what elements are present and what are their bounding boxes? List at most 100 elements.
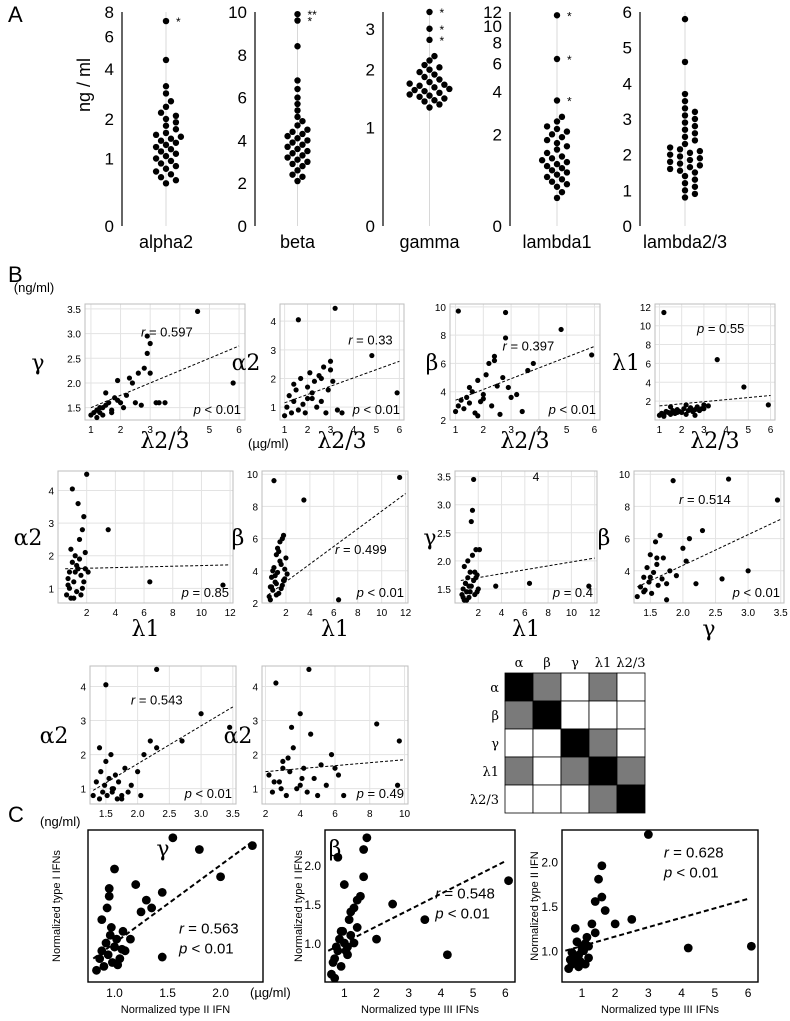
data-point bbox=[548, 167, 556, 174]
x-tick-label: 2 bbox=[475, 608, 481, 619]
data-point bbox=[162, 129, 170, 137]
data-point bbox=[125, 789, 131, 795]
data-point bbox=[548, 155, 556, 162]
y-tick-label: 3.0 bbox=[437, 501, 451, 512]
data-point bbox=[701, 402, 707, 408]
data-point bbox=[147, 903, 157, 913]
data-point bbox=[314, 404, 320, 410]
x-tick-label: 12 bbox=[225, 608, 237, 619]
data-point bbox=[369, 352, 375, 359]
y-tick-label: 8 bbox=[440, 331, 446, 342]
data-point bbox=[227, 724, 233, 730]
data-point bbox=[519, 408, 525, 415]
data-point bbox=[346, 907, 356, 917]
data-point bbox=[567, 948, 577, 957]
data-point bbox=[300, 401, 306, 407]
data-point bbox=[157, 887, 167, 897]
data-point bbox=[301, 497, 307, 503]
data-point bbox=[553, 160, 561, 168]
data-point bbox=[741, 384, 747, 390]
data-point bbox=[65, 575, 71, 582]
data-point bbox=[681, 187, 689, 194]
data-point bbox=[336, 962, 346, 971]
data-point bbox=[278, 786, 284, 792]
data-point bbox=[597, 861, 607, 871]
data-point bbox=[475, 377, 481, 383]
data-point bbox=[745, 568, 751, 574]
data-point bbox=[462, 580, 469, 586]
data-point bbox=[172, 112, 180, 120]
data-point bbox=[474, 589, 480, 595]
data-point bbox=[327, 358, 334, 364]
data-point bbox=[114, 796, 120, 802]
x-tick-label: 6 bbox=[592, 425, 598, 436]
x-tick-label: 2 bbox=[263, 809, 269, 820]
data-point bbox=[279, 536, 285, 542]
y-tick-label: 2 bbox=[105, 110, 114, 129]
y-tick-label: 8 bbox=[252, 502, 258, 513]
scatter-plot-B8: 1.5 2.0 2.5 3.0 3.5 4 6 8 10 β γ r = 0.514 p < 0.01 bbox=[598, 470, 788, 642]
data-point bbox=[294, 122, 301, 129]
data-point bbox=[461, 563, 467, 570]
data-point bbox=[95, 954, 105, 964]
matrix-cell bbox=[504, 784, 534, 814]
data-point bbox=[600, 906, 610, 915]
data-point bbox=[406, 91, 413, 98]
data-point bbox=[681, 15, 689, 23]
data-point bbox=[289, 150, 296, 157]
data-point bbox=[421, 87, 428, 95]
data-point bbox=[686, 163, 694, 171]
y-tick-label: 2 bbox=[270, 374, 276, 385]
data-point bbox=[590, 928, 600, 938]
y-tick-label: 1.5 bbox=[437, 585, 451, 596]
x-tick-label: 2 bbox=[84, 608, 90, 619]
data-point bbox=[103, 950, 113, 960]
x-tick-label: 3 bbox=[508, 425, 514, 436]
data-point bbox=[594, 874, 603, 884]
data-point bbox=[144, 333, 150, 339]
p-value-label: p < 0.01 bbox=[352, 402, 400, 417]
data-point bbox=[558, 153, 566, 160]
x-axis-label: Normalized type III IFNs bbox=[601, 1004, 719, 1016]
data-point bbox=[74, 562, 80, 569]
x-tick-label: 3 bbox=[328, 425, 334, 436]
data-point bbox=[526, 580, 533, 586]
data-point bbox=[491, 357, 498, 364]
data-point bbox=[93, 779, 99, 785]
x-axis-label: λ1 bbox=[512, 617, 540, 642]
data-point bbox=[597, 892, 607, 902]
matrix-cell bbox=[560, 784, 590, 814]
data-point bbox=[352, 895, 362, 905]
y-tick-label: 2 bbox=[366, 61, 375, 80]
matrix-row-label: γ bbox=[491, 737, 499, 752]
y-tick-label: 3 bbox=[270, 346, 276, 357]
data-point bbox=[100, 789, 106, 795]
data-point bbox=[294, 107, 301, 114]
data-point bbox=[267, 597, 273, 603]
data-point bbox=[681, 105, 689, 112]
data-point bbox=[114, 377, 121, 384]
y-tick-label: 6 bbox=[238, 89, 247, 108]
r-value-label: r = 0.33 bbox=[348, 333, 392, 348]
data-point bbox=[284, 143, 291, 151]
data-point bbox=[94, 414, 100, 421]
data-point bbox=[327, 367, 334, 373]
data-point bbox=[673, 573, 679, 579]
plot-frame bbox=[324, 829, 516, 983]
data-point bbox=[85, 569, 91, 575]
data-point bbox=[691, 169, 699, 176]
data-point bbox=[686, 536, 693, 542]
data-point bbox=[494, 383, 500, 389]
data-point bbox=[654, 561, 660, 567]
data-point bbox=[480, 396, 486, 402]
data-point bbox=[304, 147, 311, 155]
data-point bbox=[162, 152, 170, 160]
data-point bbox=[299, 141, 306, 148]
x-tick-label: 1 bbox=[282, 425, 288, 436]
p-value-label: p < 0.01 bbox=[732, 585, 780, 600]
data-point bbox=[666, 165, 674, 173]
data-point bbox=[416, 93, 423, 100]
x-tick-label: 3.5 bbox=[774, 608, 788, 619]
data-point bbox=[162, 90, 170, 97]
r-value-label: r = 0.543 bbox=[131, 693, 183, 708]
